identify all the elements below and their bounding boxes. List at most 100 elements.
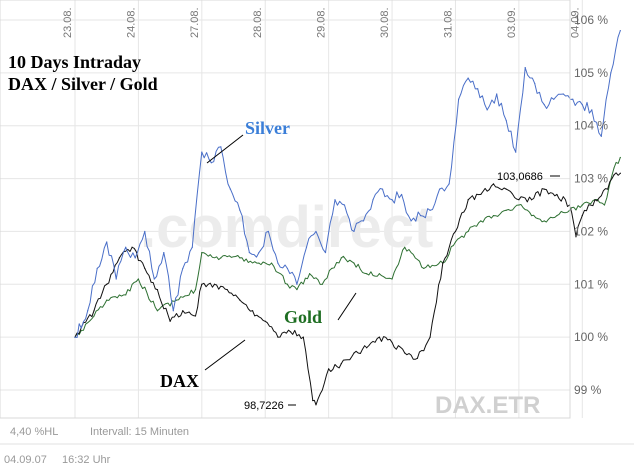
pointer-dax bbox=[204, 339, 246, 371]
data-point-silver bbox=[182, 267, 184, 270]
grid bbox=[0, 0, 583, 418]
data-point-silver bbox=[410, 220, 412, 222]
data-point-silver bbox=[553, 98, 555, 100]
data-point-dax bbox=[581, 214, 583, 217]
data-point-dax bbox=[594, 199, 596, 201]
y-tick-label: 106 % bbox=[574, 13, 608, 27]
pointer-silver bbox=[206, 134, 244, 164]
data-point-dax bbox=[118, 257, 120, 259]
data-point-silver bbox=[524, 66, 526, 69]
y-tick-label: 102 % bbox=[574, 224, 608, 238]
data-point-gold bbox=[220, 257, 222, 259]
series-line-gold bbox=[74, 157, 621, 338]
data-point-silver bbox=[277, 262, 279, 264]
data-point-gold bbox=[391, 278, 393, 280]
data-point-silver bbox=[562, 93, 564, 95]
y-tick-label: 101 % bbox=[574, 277, 608, 291]
data-point-gold bbox=[619, 156, 621, 159]
data-point-dax bbox=[106, 283, 108, 285]
data-point-gold bbox=[404, 246, 406, 248]
data-point-silver bbox=[267, 230, 270, 233]
x-tick-label: 28.08. bbox=[252, 7, 264, 38]
data-point-dax bbox=[556, 193, 558, 196]
data-point-silver bbox=[515, 151, 517, 153]
data-point-dax bbox=[93, 310, 95, 312]
data-point-dax bbox=[607, 188, 609, 190]
y-tick-label: 99 % bbox=[574, 383, 602, 397]
x-tick-label: 27.08. bbox=[189, 7, 201, 38]
data-point-dax bbox=[213, 283, 216, 285]
data-point-gold bbox=[156, 310, 159, 312]
data-point-dax bbox=[315, 404, 317, 406]
data-point-gold bbox=[286, 283, 289, 285]
data-point-dax bbox=[226, 288, 228, 291]
data-point-gold bbox=[340, 257, 342, 259]
data-point-silver bbox=[486, 109, 488, 111]
data-point-silver bbox=[106, 241, 108, 243]
data-point-dax bbox=[169, 320, 171, 322]
data-point-silver bbox=[534, 82, 536, 85]
data-point-gold bbox=[454, 241, 457, 243]
data-point-gold bbox=[467, 230, 469, 233]
x-tick-label: 04.09. bbox=[569, 7, 581, 38]
data-point-silver bbox=[419, 214, 422, 217]
chart-title: 10 Days Intraday bbox=[8, 52, 141, 72]
data-point-dax bbox=[131, 246, 133, 248]
data-point-dax bbox=[543, 188, 545, 190]
data-point-silver bbox=[163, 251, 165, 254]
data-point-silver bbox=[134, 257, 136, 259]
series-layer bbox=[74, 29, 621, 406]
data-point-silver bbox=[334, 199, 336, 201]
data-point-silver bbox=[74, 336, 76, 338]
source-label: DAX.ETR bbox=[435, 392, 540, 419]
series-dax bbox=[74, 172, 621, 406]
data-point-gold bbox=[556, 214, 558, 217]
x-tick-label: 24.08. bbox=[125, 7, 137, 38]
data-point-gold bbox=[309, 273, 311, 275]
pointer-gold bbox=[337, 292, 357, 321]
data-point-gold bbox=[543, 220, 545, 222]
data-point-silver bbox=[172, 310, 174, 312]
watermark: .comdirect bbox=[140, 195, 433, 260]
data-point-silver bbox=[448, 183, 450, 185]
data-point-silver bbox=[125, 246, 127, 248]
data-point-gold bbox=[239, 257, 241, 259]
data-point-dax bbox=[467, 199, 469, 201]
data-point-dax bbox=[182, 310, 184, 312]
data-point-silver bbox=[429, 209, 431, 211]
data-point-gold bbox=[581, 204, 583, 206]
data-point-dax bbox=[505, 188, 507, 190]
data-point-silver bbox=[400, 193, 403, 196]
data-point-silver bbox=[210, 162, 212, 164]
data-point-gold bbox=[270, 262, 273, 264]
data-point-silver bbox=[600, 135, 602, 137]
data-point-silver bbox=[362, 220, 365, 222]
data-point-silver bbox=[572, 98, 574, 100]
data-point-dax bbox=[264, 320, 266, 322]
data-point-silver bbox=[496, 93, 498, 95]
data-point-silver bbox=[324, 251, 327, 254]
data-point-gold bbox=[353, 262, 355, 264]
data-point-dax bbox=[619, 172, 621, 174]
data-point-dax bbox=[454, 230, 457, 233]
data-point-dax bbox=[366, 347, 368, 349]
data-point-silver bbox=[229, 188, 231, 190]
data-point-gold bbox=[423, 267, 425, 270]
data-point-dax bbox=[613, 174, 615, 176]
data-point-silver bbox=[144, 230, 146, 233]
data-point-silver bbox=[153, 278, 155, 280]
data-point-silver bbox=[619, 29, 621, 32]
data-point-dax bbox=[201, 283, 203, 285]
data-point-silver bbox=[591, 109, 593, 111]
data-point-gold bbox=[93, 315, 95, 317]
data-point-gold bbox=[492, 214, 495, 217]
data-point-gold bbox=[258, 262, 260, 264]
data-point-dax bbox=[277, 336, 279, 338]
data-point-silver bbox=[353, 230, 355, 233]
value-label-high: 103,0686 bbox=[497, 171, 543, 183]
x-tick-label: 30.08. bbox=[379, 7, 391, 38]
data-point-gold bbox=[530, 214, 533, 217]
data-point-dax bbox=[353, 352, 355, 354]
data-point-silver bbox=[467, 77, 469, 79]
footer-left-info: 4,40 %HL bbox=[10, 426, 58, 438]
